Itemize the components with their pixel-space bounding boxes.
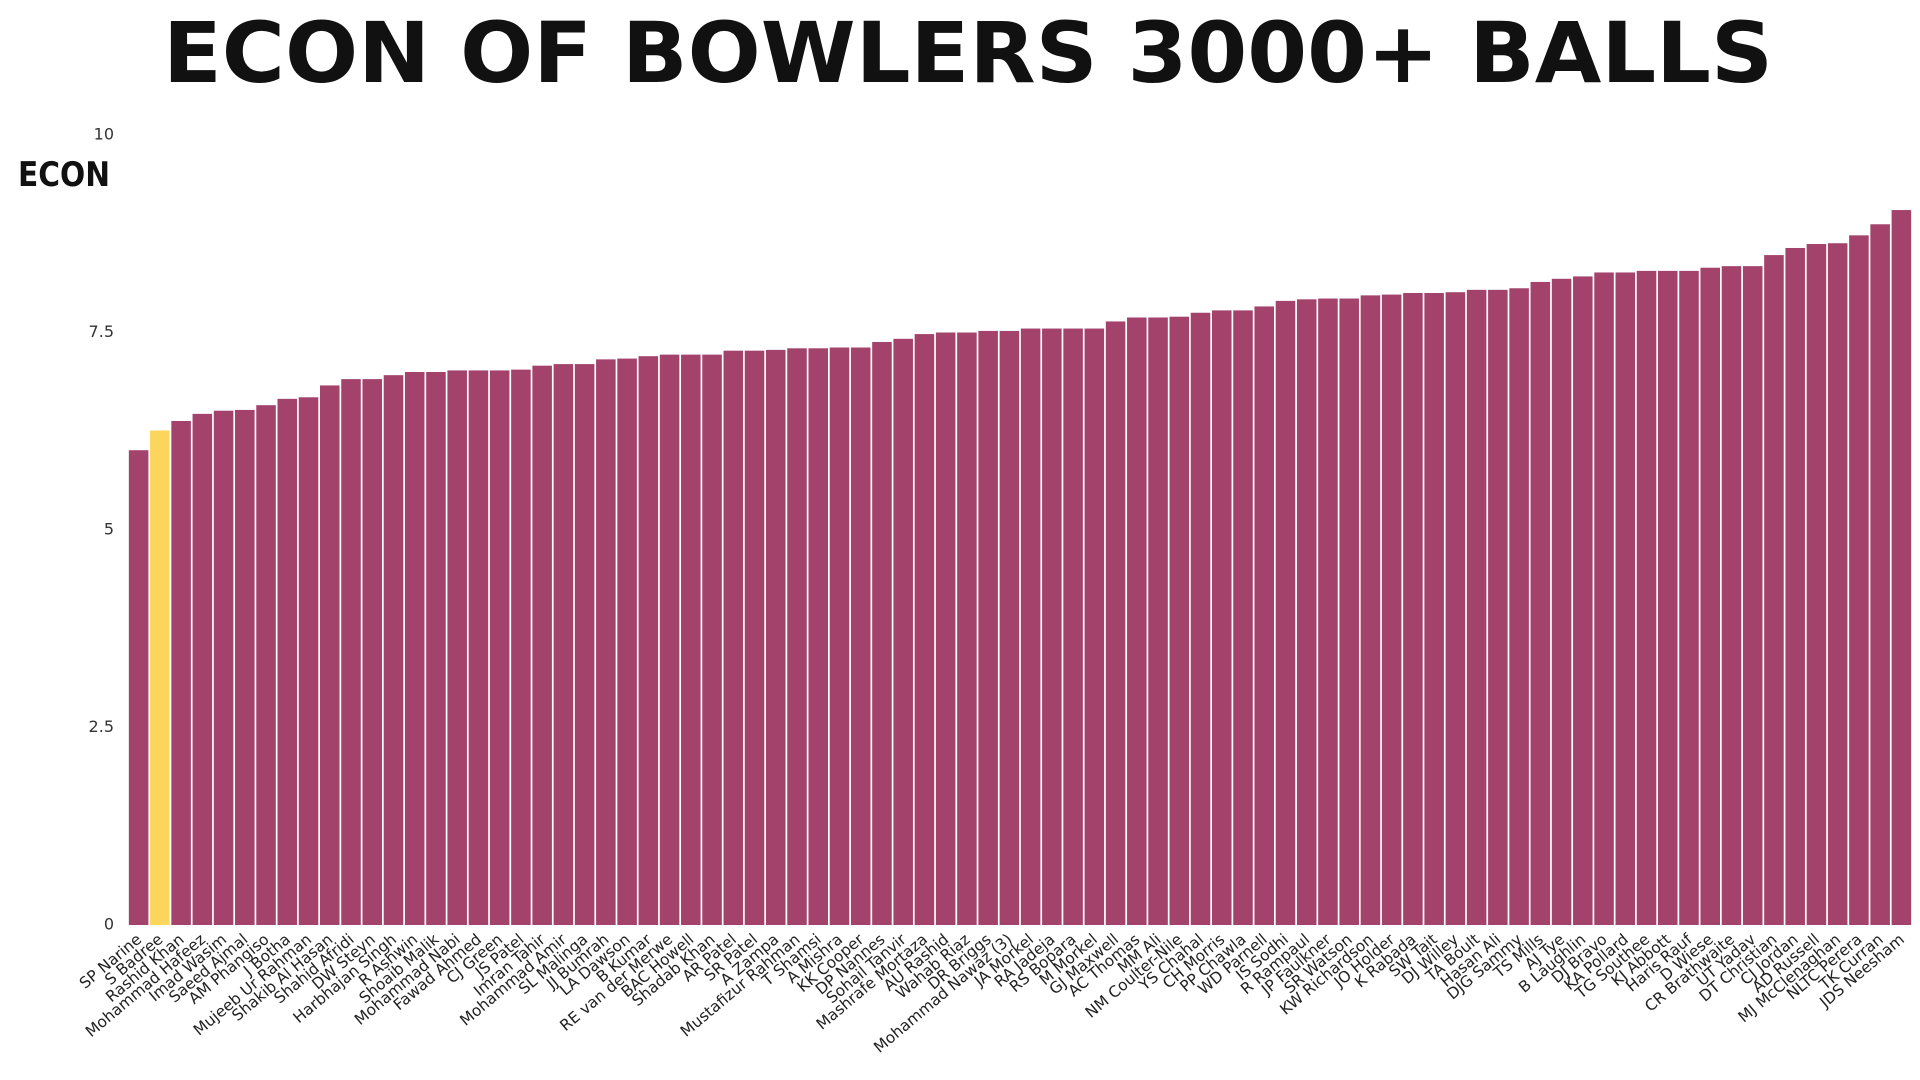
bar — [298, 397, 319, 925]
bar — [1679, 270, 1699, 925]
bar — [999, 330, 1020, 925]
bar — [744, 350, 765, 925]
bar — [489, 370, 510, 925]
bar — [850, 347, 871, 925]
bar — [957, 332, 977, 925]
bar — [659, 354, 680, 925]
bar — [511, 369, 531, 925]
bar — [1211, 310, 1232, 925]
bar — [1509, 288, 1529, 925]
bar — [872, 341, 892, 926]
bar — [723, 350, 744, 925]
bar — [914, 334, 935, 926]
bar — [765, 349, 786, 925]
bar — [1488, 289, 1508, 926]
bar — [1318, 298, 1338, 925]
bar — [1594, 272, 1614, 926]
bar — [1849, 235, 1869, 925]
bar — [638, 356, 659, 925]
bar — [1636, 270, 1657, 925]
bar — [468, 370, 489, 925]
bar — [617, 358, 637, 925]
bar — [404, 372, 425, 925]
bar — [1424, 293, 1444, 925]
bar — [426, 372, 446, 925]
bar — [1700, 267, 1721, 926]
bar — [1721, 266, 1742, 925]
y-tick-label: 5 — [104, 520, 114, 539]
bar — [1339, 298, 1359, 925]
bar — [596, 359, 616, 925]
bar — [1551, 278, 1572, 925]
bar — [1657, 270, 1678, 925]
bar — [1169, 316, 1190, 925]
bar — [1466, 289, 1487, 926]
bar — [681, 354, 701, 925]
bar — [1764, 255, 1784, 925]
bar — [553, 364, 574, 926]
y-axis-label: ECON — [18, 155, 110, 195]
bar — [383, 375, 404, 925]
bar — [213, 410, 234, 926]
bar — [935, 332, 956, 925]
bar — [1042, 328, 1062, 925]
bar — [1403, 293, 1423, 925]
bar — [1275, 300, 1296, 925]
bar — [1105, 321, 1126, 925]
bar — [1254, 306, 1275, 925]
bar — [235, 409, 255, 925]
bar — [1360, 295, 1381, 925]
bar — [1742, 266, 1763, 925]
bar — [1381, 294, 1402, 926]
bar — [1084, 328, 1105, 925]
bar — [1020, 328, 1041, 925]
bar — [1296, 299, 1317, 925]
bar — [1891, 210, 1912, 926]
y-tick-label: 0 — [104, 915, 114, 934]
y-tick-label: 10 — [94, 125, 114, 144]
bar — [829, 347, 850, 925]
chart-title: ECON OF BOWLERS 3000+ BALLS — [163, 4, 1773, 102]
bar — [1445, 292, 1466, 926]
bar — [128, 450, 149, 925]
bar — [1573, 276, 1593, 925]
bar — [1233, 310, 1253, 925]
bar — [1530, 281, 1551, 925]
bar — [978, 330, 998, 925]
bar — [277, 398, 298, 925]
bar — [787, 348, 807, 925]
bar — [808, 348, 829, 925]
y-tick-label: 7.5 — [89, 322, 114, 341]
bar — [341, 379, 361, 925]
bar — [1870, 224, 1890, 925]
bar — [1063, 328, 1083, 925]
bar — [574, 364, 595, 926]
bar — [702, 354, 722, 925]
bar — [150, 430, 170, 925]
bar — [532, 365, 552, 925]
bar — [1127, 317, 1147, 925]
bar — [1148, 317, 1168, 925]
bar — [1827, 243, 1848, 926]
bar — [1190, 312, 1211, 925]
bar — [893, 338, 913, 925]
bar — [447, 370, 467, 925]
bar — [256, 405, 276, 925]
bar — [171, 420, 191, 925]
bar — [1785, 247, 1805, 926]
bar — [362, 379, 383, 925]
bar — [319, 385, 340, 925]
y-tick-label: 2.5 — [89, 717, 114, 736]
bar — [192, 413, 213, 925]
bar — [1806, 244, 1827, 925]
bar — [1615, 272, 1636, 926]
